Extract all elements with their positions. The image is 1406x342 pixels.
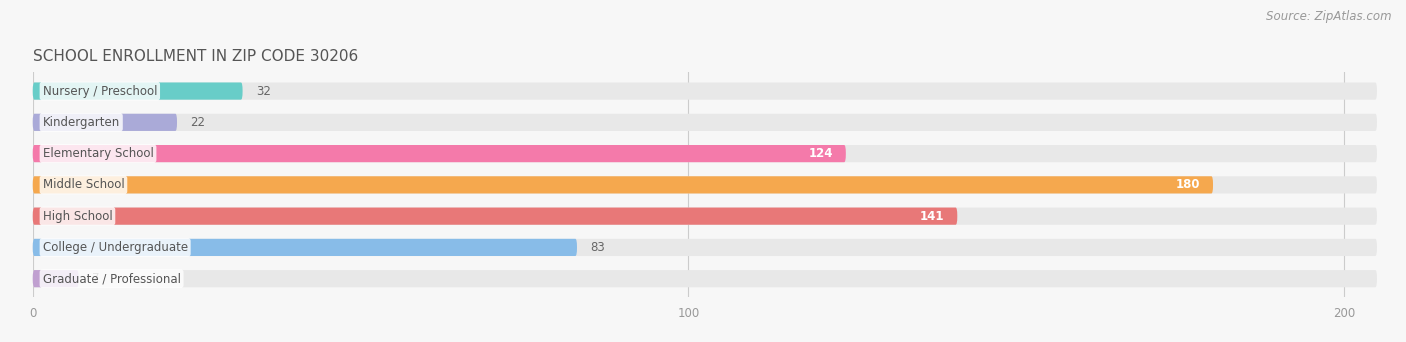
Text: SCHOOL ENROLLMENT IN ZIP CODE 30206: SCHOOL ENROLLMENT IN ZIP CODE 30206: [32, 49, 359, 64]
Text: High School: High School: [42, 210, 112, 223]
Text: Graduate / Professional: Graduate / Professional: [42, 272, 180, 285]
FancyBboxPatch shape: [32, 239, 1376, 256]
Text: 141: 141: [920, 210, 945, 223]
Text: 7: 7: [91, 272, 100, 285]
Text: Middle School: Middle School: [42, 179, 124, 192]
Text: College / Undergraduate: College / Undergraduate: [42, 241, 188, 254]
FancyBboxPatch shape: [32, 145, 846, 162]
FancyBboxPatch shape: [32, 208, 1376, 225]
FancyBboxPatch shape: [32, 82, 243, 100]
FancyBboxPatch shape: [32, 114, 177, 131]
FancyBboxPatch shape: [32, 145, 1376, 162]
Text: 124: 124: [808, 147, 832, 160]
FancyBboxPatch shape: [32, 208, 957, 225]
Text: 32: 32: [256, 84, 270, 97]
Text: 83: 83: [591, 241, 605, 254]
FancyBboxPatch shape: [32, 239, 576, 256]
FancyBboxPatch shape: [32, 82, 1376, 100]
Text: 180: 180: [1175, 179, 1199, 192]
FancyBboxPatch shape: [32, 176, 1213, 194]
FancyBboxPatch shape: [32, 176, 1376, 194]
Text: 22: 22: [190, 116, 205, 129]
Text: Elementary School: Elementary School: [42, 147, 153, 160]
FancyBboxPatch shape: [32, 270, 1376, 287]
Text: Source: ZipAtlas.com: Source: ZipAtlas.com: [1267, 10, 1392, 23]
FancyBboxPatch shape: [32, 270, 79, 287]
Text: Nursery / Preschool: Nursery / Preschool: [42, 84, 157, 97]
Text: Kindergarten: Kindergarten: [42, 116, 120, 129]
FancyBboxPatch shape: [32, 114, 1376, 131]
